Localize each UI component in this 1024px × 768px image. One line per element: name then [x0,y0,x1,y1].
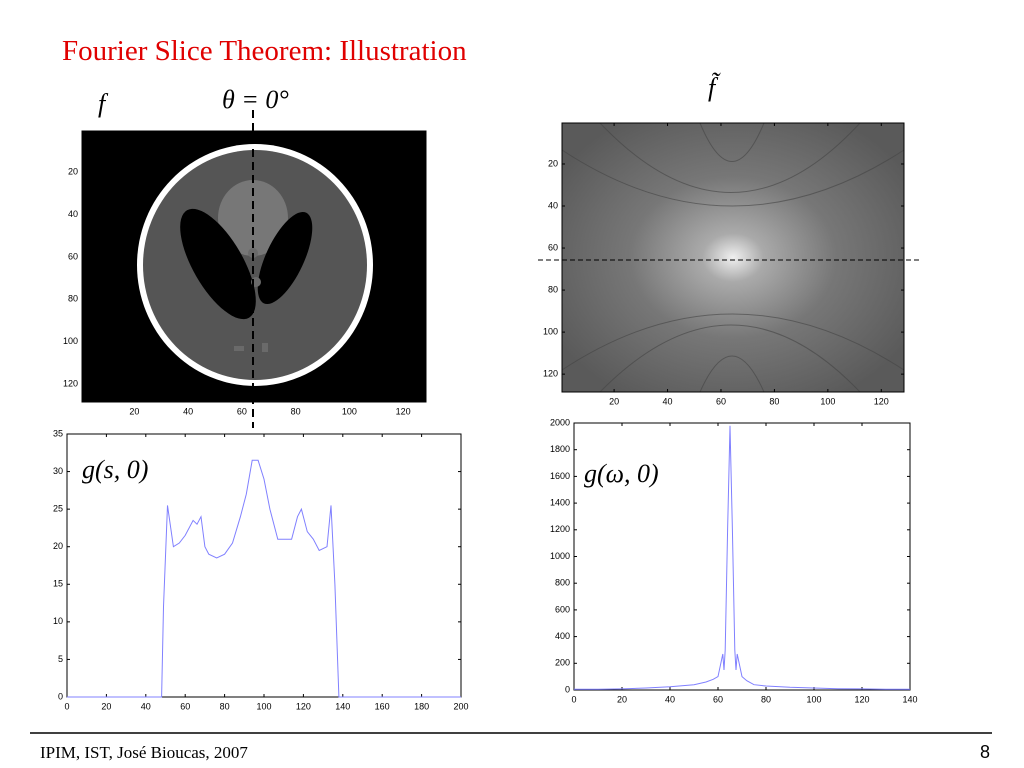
x-tick-label: 60 [713,694,723,704]
x-tick-label: 140 [335,701,350,711]
chart-label: g(s, 0) [82,455,148,484]
y-tick-label: 35 [53,428,63,438]
y-tick-label: 60 [68,251,78,261]
x-tick-label: 80 [761,694,771,704]
y-tick-label: 1200 [550,524,570,534]
y-tick-label: 120 [63,378,78,388]
chart-annotation: θ = 0° [222,85,289,114]
data-line [67,459,461,698]
chart-label: f̃ [708,73,721,102]
y-tick-label: 0 [565,684,570,694]
y-tick-label: 800 [555,578,570,588]
y-tick-label: 1800 [550,444,570,454]
y-tick-label: 120 [543,369,558,379]
plot-frame [81,130,427,403]
page-number: 8 [980,742,990,762]
x-tick-label: 120 [296,701,311,711]
x-tick-label: 60 [237,406,247,416]
x-tick-label: 80 [291,406,301,416]
y-tick-label: 100 [63,336,78,346]
x-tick-label: 120 [874,396,889,406]
y-tick-label: 200 [555,658,570,668]
x-tick-label: 120 [396,406,411,416]
plot-frame [561,122,905,393]
x-tick-label: 140 [902,694,917,704]
y-tick-label: 40 [548,200,558,210]
y-tick-label: 40 [68,209,78,219]
x-tick-label: 100 [820,396,835,406]
x-tick-label: 40 [663,396,673,406]
slide-title: Fourier Slice Theorem: Illustration [62,35,467,67]
y-tick-label: 600 [555,604,570,614]
x-tick-label: 60 [716,396,726,406]
y-tick-label: 20 [53,541,63,551]
footer-text: IPIM, IST, José Bioucas, 2007 [40,743,248,762]
x-tick-label: 160 [375,701,390,711]
y-tick-label: 1400 [550,497,570,507]
x-tick-label: 100 [256,701,271,711]
y-tick-label: 5 [58,654,63,664]
x-tick-label: 120 [854,694,869,704]
y-tick-label: 60 [548,242,558,252]
chart-label: f [98,89,109,118]
x-tick-label: 20 [609,396,619,406]
data-line [574,425,910,690]
x-tick-label: 40 [141,701,151,711]
x-tick-label: 100 [806,694,821,704]
x-tick-label: 20 [101,701,111,711]
x-tick-label: 20 [617,694,627,704]
chart-label: g(ω, 0) [584,459,659,488]
y-tick-label: 100 [543,326,558,336]
y-tick-label: 400 [555,631,570,641]
x-tick-label: 80 [769,396,779,406]
x-tick-label: 0 [64,701,69,711]
x-tick-label: 180 [414,701,429,711]
y-tick-label: 0 [58,691,63,701]
y-tick-label: 2000 [550,417,570,427]
y-tick-label: 15 [53,579,63,589]
y-tick-label: 1600 [550,471,570,481]
spectrum-image [561,122,905,393]
x-tick-label: 200 [453,701,468,711]
x-tick-label: 40 [665,694,675,704]
x-tick-label: 80 [220,701,230,711]
x-tick-label: 20 [129,406,139,416]
x-tick-label: 60 [180,701,190,711]
x-tick-label: 40 [183,406,193,416]
y-tick-label: 10 [53,616,63,626]
y-tick-label: 80 [68,294,78,304]
y-tick-label: 80 [548,284,558,294]
y-tick-label: 20 [548,158,558,168]
x-tick-label: 100 [342,406,357,416]
x-tick-label: 0 [571,694,576,704]
y-tick-label: 30 [53,466,63,476]
y-tick-label: 25 [53,504,63,514]
y-tick-label: 1000 [550,551,570,561]
y-tick-label: 20 [68,167,78,177]
